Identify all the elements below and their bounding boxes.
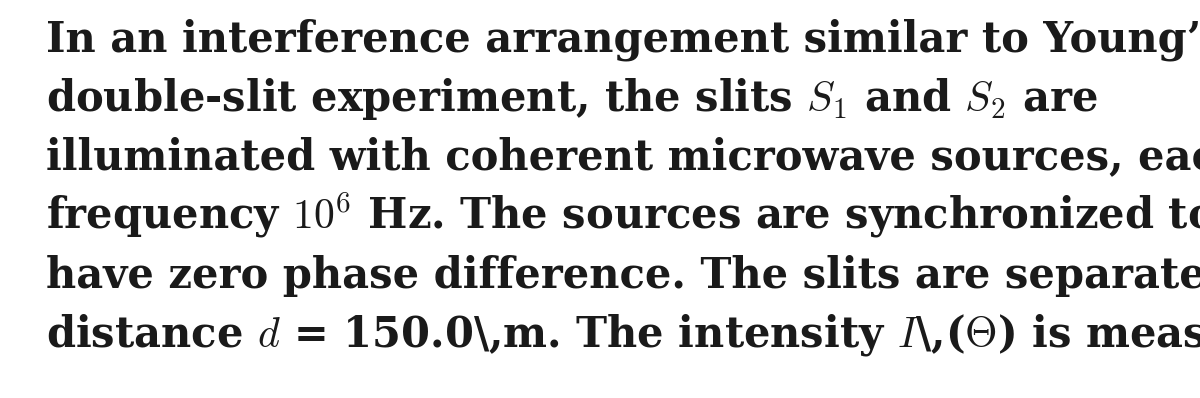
Text: In an interference arrangement similar to Young’s: In an interference arrangement similar t… xyxy=(46,19,1200,61)
Text: frequency $10^6$ Hz. The sources are synchronized to: frequency $10^6$ Hz. The sources are syn… xyxy=(46,191,1200,240)
Text: illuminated with coherent microwave sources, each of: illuminated with coherent microwave sour… xyxy=(46,137,1200,179)
Text: distance $d$ = 150.0\,m. The intensity $I$\,($\Theta$) is measured as: distance $d$ = 150.0\,m. The intensity $… xyxy=(46,312,1200,358)
Text: double-slit experiment, the slits $S_1$ and $S_2$ are: double-slit experiment, the slits $S_1$ … xyxy=(46,76,1097,122)
Text: have zero phase difference. The slits are separated by a: have zero phase difference. The slits ar… xyxy=(46,254,1200,297)
